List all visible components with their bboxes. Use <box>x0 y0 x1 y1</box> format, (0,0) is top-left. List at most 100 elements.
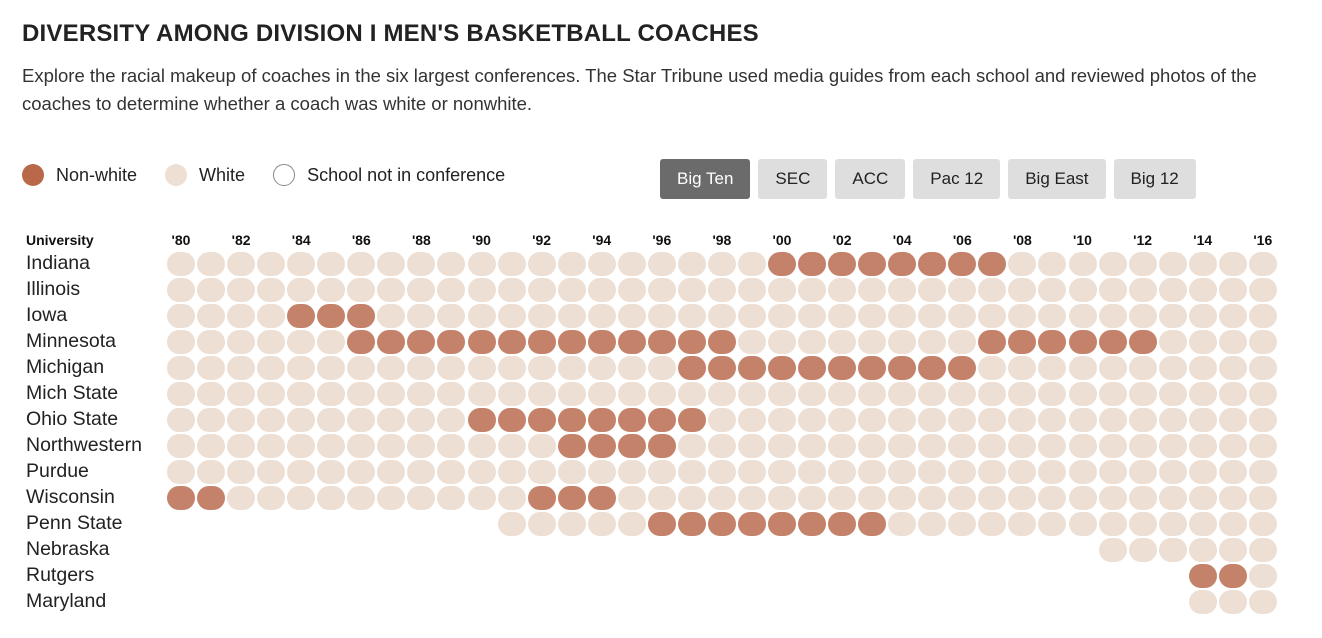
white-coach-mark[interactable] <box>557 382 586 406</box>
white-coach-mark[interactable] <box>737 330 766 354</box>
white-coach-mark[interactable] <box>527 382 556 406</box>
nonwhite-coach-mark[interactable] <box>858 252 887 276</box>
white-coach-mark[interactable] <box>407 434 436 458</box>
nonwhite-coach-mark[interactable] <box>768 512 796 536</box>
white-coach-mark[interactable] <box>978 512 1007 536</box>
white-coach-mark[interactable] <box>197 460 226 484</box>
white-coach-mark[interactable] <box>978 382 1007 406</box>
white-coach-mark[interactable] <box>948 512 977 536</box>
white-coach-mark[interactable] <box>527 434 556 458</box>
white-coach-mark[interactable] <box>1128 304 1157 328</box>
white-coach-mark[interactable] <box>768 408 796 432</box>
white-coach-mark[interactable] <box>287 252 316 276</box>
white-coach-mark[interactable] <box>858 434 887 458</box>
white-coach-mark[interactable] <box>587 382 616 406</box>
white-coach-mark[interactable] <box>467 382 496 406</box>
white-coach-mark[interactable] <box>227 408 256 432</box>
white-coach-mark[interactable] <box>617 486 646 510</box>
white-coach-mark[interactable] <box>888 460 917 484</box>
white-coach-mark[interactable] <box>1038 408 1067 432</box>
nonwhite-coach-mark[interactable] <box>347 304 376 328</box>
white-coach-mark[interactable] <box>377 356 406 380</box>
white-coach-mark[interactable] <box>798 460 827 484</box>
white-coach-mark[interactable] <box>888 408 917 432</box>
nonwhite-coach-mark[interactable] <box>1098 330 1127 354</box>
white-coach-mark[interactable] <box>918 460 947 484</box>
white-coach-mark[interactable] <box>1038 512 1067 536</box>
white-coach-mark[interactable] <box>317 252 346 276</box>
white-coach-mark[interactable] <box>798 408 827 432</box>
white-coach-mark[interactable] <box>227 252 256 276</box>
white-coach-mark[interactable] <box>647 382 676 406</box>
white-coach-mark[interactable] <box>737 382 766 406</box>
white-coach-mark[interactable] <box>918 330 947 354</box>
white-coach-mark[interactable] <box>707 460 736 484</box>
white-coach-mark[interactable] <box>768 434 796 458</box>
white-coach-mark[interactable] <box>1098 278 1127 302</box>
white-coach-mark[interactable] <box>978 304 1007 328</box>
nonwhite-coach-mark[interactable] <box>167 486 195 510</box>
white-coach-mark[interactable] <box>257 408 286 432</box>
white-coach-mark[interactable] <box>467 356 496 380</box>
white-coach-mark[interactable] <box>737 486 766 510</box>
white-coach-mark[interactable] <box>858 382 887 406</box>
white-coach-mark[interactable] <box>587 278 616 302</box>
white-coach-mark[interactable] <box>1248 382 1277 406</box>
white-coach-mark[interactable] <box>737 278 766 302</box>
white-coach-mark[interactable] <box>257 434 286 458</box>
white-coach-mark[interactable] <box>828 382 857 406</box>
nonwhite-coach-mark[interactable] <box>437 330 466 354</box>
white-coach-mark[interactable] <box>978 460 1007 484</box>
white-coach-mark[interactable] <box>1218 538 1247 562</box>
white-coach-mark[interactable] <box>227 304 256 328</box>
white-coach-mark[interactable] <box>888 512 917 536</box>
white-coach-mark[interactable] <box>407 486 436 510</box>
white-coach-mark[interactable] <box>1218 590 1247 614</box>
white-coach-mark[interactable] <box>1068 304 1097 328</box>
nonwhite-coach-mark[interactable] <box>497 408 526 432</box>
white-coach-mark[interactable] <box>527 304 556 328</box>
white-coach-mark[interactable] <box>798 278 827 302</box>
nonwhite-coach-mark[interactable] <box>557 434 586 458</box>
white-coach-mark[interactable] <box>1158 330 1187 354</box>
white-coach-mark[interactable] <box>527 356 556 380</box>
white-coach-mark[interactable] <box>768 486 796 510</box>
white-coach-mark[interactable] <box>798 486 827 510</box>
nonwhite-coach-mark[interactable] <box>287 304 316 328</box>
white-coach-mark[interactable] <box>1158 252 1187 276</box>
white-coach-mark[interactable] <box>888 304 917 328</box>
white-coach-mark[interactable] <box>707 408 736 432</box>
white-coach-mark[interactable] <box>1188 486 1217 510</box>
white-coach-mark[interactable] <box>1218 512 1247 536</box>
white-coach-mark[interactable] <box>1008 278 1037 302</box>
white-coach-mark[interactable] <box>257 356 286 380</box>
nonwhite-coach-mark[interactable] <box>617 408 646 432</box>
nonwhite-coach-mark[interactable] <box>918 252 947 276</box>
white-coach-mark[interactable] <box>798 382 827 406</box>
white-coach-mark[interactable] <box>888 486 917 510</box>
white-coach-mark[interactable] <box>407 460 436 484</box>
white-coach-mark[interactable] <box>257 460 286 484</box>
white-coach-mark[interactable] <box>1128 434 1157 458</box>
white-coach-mark[interactable] <box>1248 486 1277 510</box>
white-coach-mark[interactable] <box>617 460 646 484</box>
white-coach-mark[interactable] <box>1188 330 1217 354</box>
white-coach-mark[interactable] <box>1248 356 1277 380</box>
nonwhite-coach-mark[interactable] <box>888 356 917 380</box>
white-coach-mark[interactable] <box>1248 330 1277 354</box>
nonwhite-coach-mark[interactable] <box>798 512 827 536</box>
white-coach-mark[interactable] <box>227 382 256 406</box>
white-coach-mark[interactable] <box>1128 278 1157 302</box>
nonwhite-coach-mark[interactable] <box>557 486 586 510</box>
white-coach-mark[interactable] <box>617 278 646 302</box>
white-coach-mark[interactable] <box>437 304 466 328</box>
white-coach-mark[interactable] <box>1098 538 1127 562</box>
white-coach-mark[interactable] <box>647 460 676 484</box>
tab-acc[interactable]: ACC <box>835 159 906 199</box>
white-coach-mark[interactable] <box>1068 434 1097 458</box>
white-coach-mark[interactable] <box>768 304 796 328</box>
white-coach-mark[interactable] <box>617 252 646 276</box>
white-coach-mark[interactable] <box>828 408 857 432</box>
white-coach-mark[interactable] <box>1218 486 1247 510</box>
nonwhite-coach-mark[interactable] <box>407 330 436 354</box>
